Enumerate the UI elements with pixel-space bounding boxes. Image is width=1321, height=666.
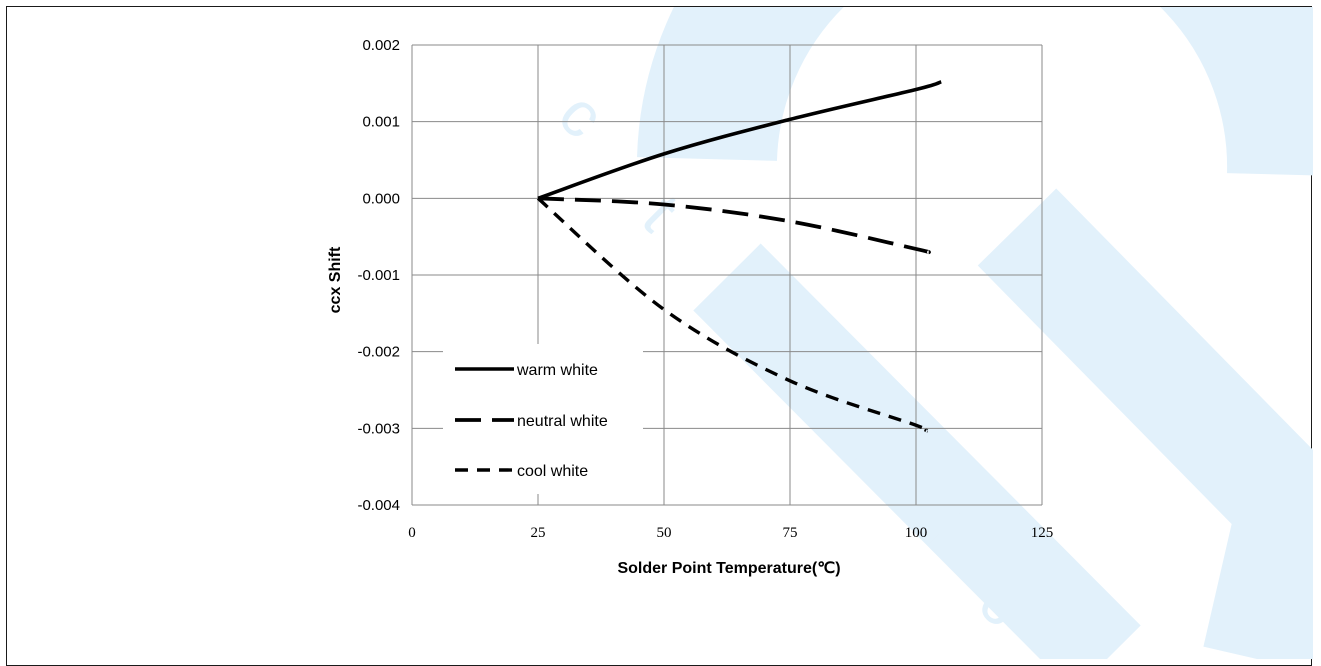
x-tick-label: 75 (783, 525, 798, 541)
legend-label: cool white (517, 463, 588, 480)
watermark-letter: c (545, 78, 619, 152)
y-tick-label: 0.000 (362, 190, 400, 207)
legend-label: warm white (516, 362, 598, 379)
watermark-letter: t (629, 181, 693, 245)
series-lines (536, 80, 942, 433)
x-tick-label: 100 (905, 525, 928, 541)
legend: warm white neutral white cool white (443, 344, 643, 494)
y-axis-title: ccx Shift (327, 246, 344, 313)
x-tick-label: 25 (531, 525, 546, 541)
x-tick-label: 0 (408, 525, 416, 541)
watermark-stroke-right (977, 188, 1313, 659)
grid (411, 44, 1043, 506)
x-axis-ticks: 0 25 50 75 100 125 (408, 525, 1053, 541)
y-tick-label: 0.001 (362, 114, 400, 131)
legend-label: neutral white (517, 413, 608, 430)
x-tick-label: 125 (1031, 525, 1054, 541)
y-tick-label: 0.002 (362, 37, 400, 54)
y-tick-label: -0.001 (357, 267, 400, 284)
y-tick-label: -0.004 (357, 497, 400, 514)
series-line-neutral-white (537, 196, 931, 255)
y-axis-ticks: 0.002 0.001 0.000 -0.001 -0.002 -0.003 -0.004 (357, 37, 400, 514)
x-axis-title: Solder Point Temperature(℃) (617, 560, 840, 577)
y-tick-label: -0.002 (357, 344, 400, 361)
x-tick-label: 50 (657, 525, 672, 541)
watermark-arc-top (637, 7, 1313, 176)
y-tick-label: -0.003 (357, 420, 400, 437)
series-line-warm-white (537, 80, 942, 201)
series-line-cool-white (536, 197, 931, 433)
